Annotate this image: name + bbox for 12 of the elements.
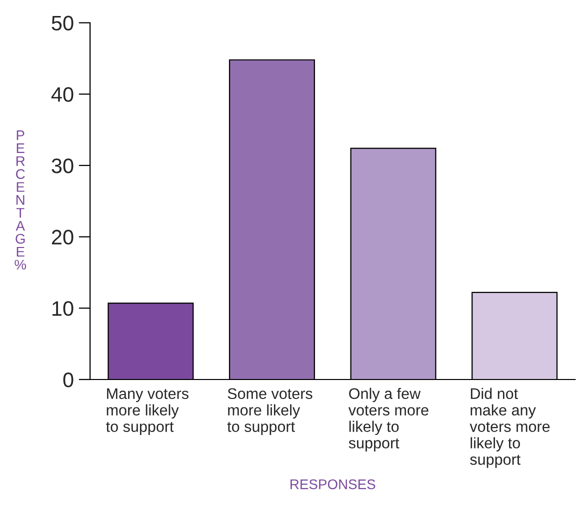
y-tick-label: 20 [52, 230, 74, 245]
x-tick-label: Many voters more likely to support [106, 388, 188, 435]
y-tick-label: 30 [52, 158, 74, 174]
y-tick-label: 0 [63, 372, 74, 388]
x-tick-label: Did not make any voters more likely to support [470, 388, 550, 468]
text: PERCENTAGE % [14, 130, 26, 270]
y-tick-label: 50 [52, 16, 74, 31]
x-axis-title: RESPONSES [290, 479, 376, 490]
y-tick-label: 10 [52, 301, 74, 316]
x-tick-label: Only a few voters more likely to support [348, 388, 428, 452]
y-tick-label: 40 [51, 87, 74, 102]
x-tick-label: Some voters more likely to support [227, 388, 312, 435]
